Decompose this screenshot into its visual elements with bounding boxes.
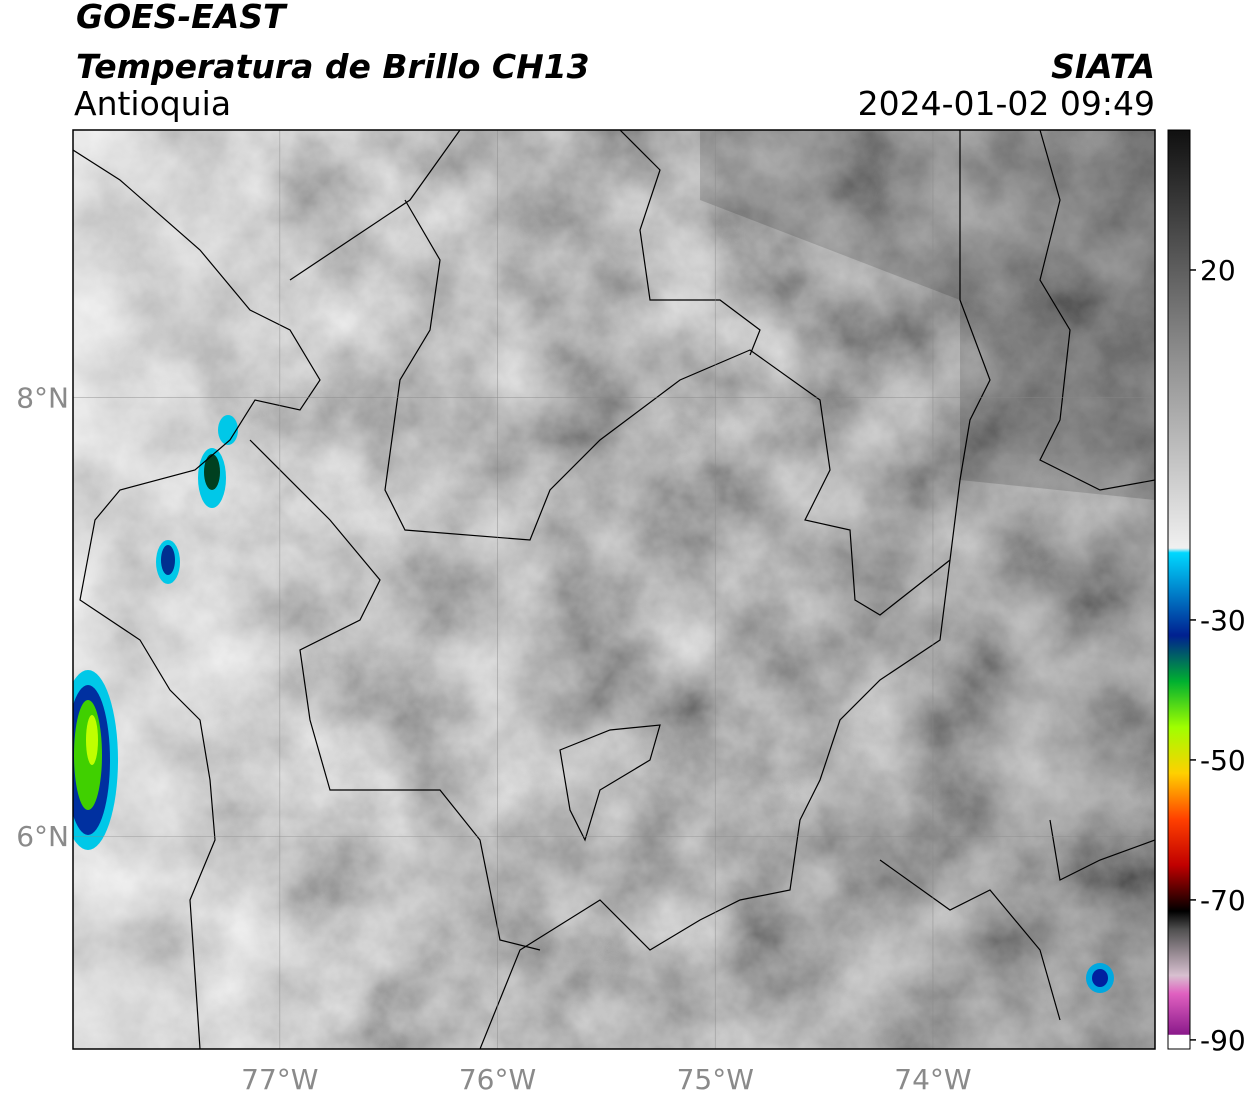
- lon-tick-label: 74°W: [894, 1063, 971, 1096]
- colorbar-tick-label: -90: [1200, 1024, 1246, 1057]
- colorbar: [1167, 129, 1191, 1050]
- datetime: 2024-01-02 09:49: [858, 84, 1155, 123]
- graticule: [73, 130, 1155, 1049]
- colorbar-tick-label: -30: [1200, 604, 1246, 637]
- source: SIATA: [1051, 47, 1155, 86]
- title: GOES-EAST: [76, 0, 288, 36]
- map-image: [73, 130, 1155, 1049]
- lon-tick-label: 76°W: [459, 1063, 536, 1096]
- region: Antioquia: [74, 84, 231, 123]
- lat-tick-label: 6°N: [16, 820, 69, 853]
- boundaries: [73, 130, 1155, 1049]
- colorbar-tick-label: -50: [1200, 744, 1246, 777]
- map-frame: [72, 129, 1156, 1050]
- lon-tick-label: 75°W: [677, 1063, 754, 1096]
- lat-tick-label: 8°N: [16, 382, 69, 415]
- subtitle: Temperatura de Brillo CH13: [76, 47, 590, 86]
- colorbar-tick-label: 20: [1200, 254, 1236, 287]
- lon-tick-label: 77°W: [241, 1063, 318, 1096]
- ticks: 77°W 76°W 75°W 74°W 8°N 6°N 20 -30 -50 -70 -90: [16, 254, 1246, 1096]
- cold-cloud-tops: [73, 415, 1114, 993]
- colorbar-tick-label: -70: [1200, 884, 1246, 917]
